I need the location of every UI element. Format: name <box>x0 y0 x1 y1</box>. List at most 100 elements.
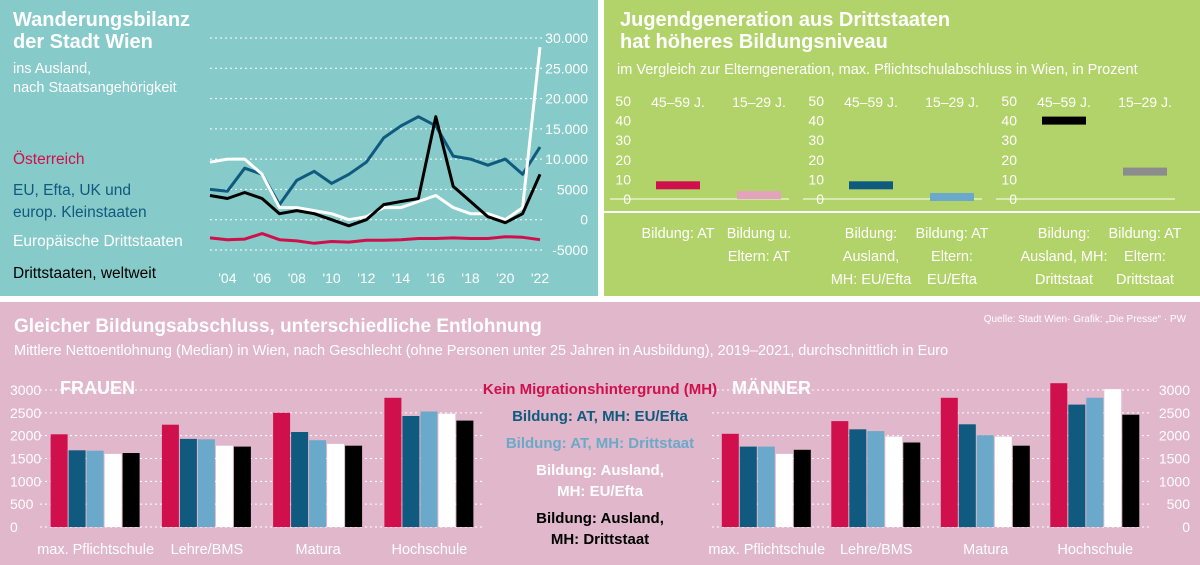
x-category-label: Matura <box>963 542 1009 558</box>
floating-bar <box>1042 116 1086 125</box>
age-label: 45–59 J. <box>651 94 705 110</box>
income-bar <box>456 420 474 527</box>
income-bar <box>345 445 363 527</box>
x-tick-label: '10 <box>322 270 340 286</box>
legend-austria: Österreich <box>13 151 85 168</box>
category-label: Ausland, <box>843 249 899 265</box>
income-bar <box>197 439 215 527</box>
y-tick-label: 10.000 <box>545 151 588 167</box>
x-category-label: max. Pflichtschule <box>37 542 154 558</box>
y-tick-label: 500 <box>10 496 34 512</box>
y-tick-label: 2500 <box>10 405 41 421</box>
y-tick-label: 10 <box>808 171 824 187</box>
income-bar <box>940 397 958 527</box>
y-tick-label: 50 <box>808 93 824 109</box>
legend-entry: MH: Drittstaat <box>551 531 649 548</box>
income-bar <box>309 440 327 527</box>
floating-bar <box>930 193 974 201</box>
x-category-label: max. Pflichtschule <box>708 542 825 558</box>
y-tick-label: 2000 <box>10 428 41 444</box>
income-bar <box>1050 383 1068 527</box>
income-bar <box>903 442 921 527</box>
income-panel: Gleicher Bildungsabschluss, unterschiedl… <box>0 302 1200 565</box>
frauen-label: FRAUEN <box>60 378 135 398</box>
series-line <box>209 115 542 228</box>
x-tick-label: '16 <box>427 270 445 286</box>
income-bar <box>1122 414 1140 527</box>
panel1-subtitle: ins Ausland, nach Staatsangehörigkeit <box>13 60 177 98</box>
y-tick-label: 15.000 <box>545 121 588 137</box>
y-tick-label: 0 <box>10 519 18 535</box>
y-tick-label: 10 <box>615 171 631 187</box>
x-category-label: Hochschule <box>391 542 467 558</box>
panel1-title-line1: Wanderungsbilanz <box>13 9 191 31</box>
category-label: Eltern: <box>931 249 973 265</box>
income-bar-charts: 0 500 1000 1500 2000 2500 3000 max. Pflichtschu… <box>10 381 1191 558</box>
x-tick-label: '20 <box>496 270 514 286</box>
x-category-label: Lehre/BMS <box>171 542 244 558</box>
x-tick-label: '22 <box>531 270 549 286</box>
category-label: EU/Efta <box>927 272 978 288</box>
legend-entry: MH: EU/Efta <box>557 483 643 500</box>
y-tick-label: -5000 <box>552 242 588 258</box>
age-label: 45–59 J. <box>844 94 898 110</box>
x-tick-label: '06 <box>253 270 271 286</box>
y-tick-label: 10 <box>1001 171 1017 187</box>
y-tick-label: 50 <box>615 93 631 109</box>
income-bar <box>976 435 994 527</box>
education-float-chart: 0 10 20 30 40 50 45–59 J. 15–29 J. Bildung: AT Bi… <box>604 93 1200 288</box>
income-bar <box>1104 389 1122 527</box>
income-bar <box>122 453 140 527</box>
income-bar <box>721 433 739 527</box>
income-bar <box>161 424 179 527</box>
floating-bar <box>737 191 781 200</box>
migration-line-chart: -5000 0 5000 10.000 15.000 20.000 25.000 30.000… <box>209 30 588 286</box>
y-tick-label: 3000 <box>1159 382 1190 398</box>
y-tick-label: 0 <box>623 191 631 207</box>
panel3-title: Gleicher Bildungsabschluss, unterschiedl… <box>14 316 542 337</box>
income-bar <box>179 438 197 527</box>
y-tick-label: 2000 <box>1159 428 1190 444</box>
migration-balance-panel: Wanderungsbilanz der Stadt Wien ins Ausl… <box>0 0 598 296</box>
category-label: Bildung: AT <box>1108 226 1181 242</box>
source-note: Quelle: Stadt Wien· Grafik: „Die Presse“… <box>983 314 1186 325</box>
income-bar <box>104 453 122 527</box>
legend-european-third: Europäische Drittstaaten <box>13 233 183 250</box>
panel2-title: Jugendgeneration aus Drittstaaten hat hö… <box>620 9 950 53</box>
x-tick-label: '04 <box>218 270 236 286</box>
income-bar <box>885 436 903 527</box>
category-label: MH: EU/Efta <box>831 272 913 288</box>
y-tick-label: 40 <box>615 113 631 129</box>
y-tick-label: 50 <box>1001 93 1017 109</box>
x-tick-label: '18 <box>461 270 479 286</box>
y-tick-label: 0 <box>580 212 588 228</box>
income-bar <box>793 449 811 527</box>
income-bar <box>384 397 402 527</box>
floating-bar <box>656 181 700 190</box>
y-tick-label: 2500 <box>1159 405 1190 421</box>
y-tick-label: 20 <box>1001 152 1017 168</box>
y-tick-label: 500 <box>1167 496 1191 512</box>
category-label: Eltern: AT <box>728 249 791 265</box>
category-label: Ausland, MH: <box>1020 249 1107 265</box>
age-label: 15–29 J. <box>1118 94 1172 110</box>
income-bar <box>68 450 86 527</box>
panel3-subtitle: Mittlere Nettoentlohnung (Median) in Wie… <box>14 343 949 359</box>
category-label: Bildung: AT <box>915 226 988 242</box>
age-label: 15–29 J. <box>732 94 786 110</box>
category-label: Bildung: AT <box>641 226 714 242</box>
income-bar <box>1068 404 1086 527</box>
panel2-title-line1: Jugendgeneration aus Drittstaaten <box>620 9 951 31</box>
y-tick-label: 40 <box>1001 113 1017 129</box>
education-generation-panel: Jugendgeneration aus Drittstaaten hat hö… <box>604 0 1200 296</box>
income-bar <box>775 453 793 527</box>
y-tick-label: 30 <box>615 132 631 148</box>
y-tick-label: 30.000 <box>545 30 588 46</box>
income-bar <box>994 436 1012 527</box>
income-bar <box>273 412 291 527</box>
maenner-label: MÄNNER <box>732 378 811 398</box>
y-tick-label: 25.000 <box>545 60 588 76</box>
panel1-title: Wanderungsbilanz der Stadt Wien <box>13 9 190 53</box>
y-tick-label: 1500 <box>1159 451 1190 467</box>
y-tick-label: 20 <box>615 152 631 168</box>
